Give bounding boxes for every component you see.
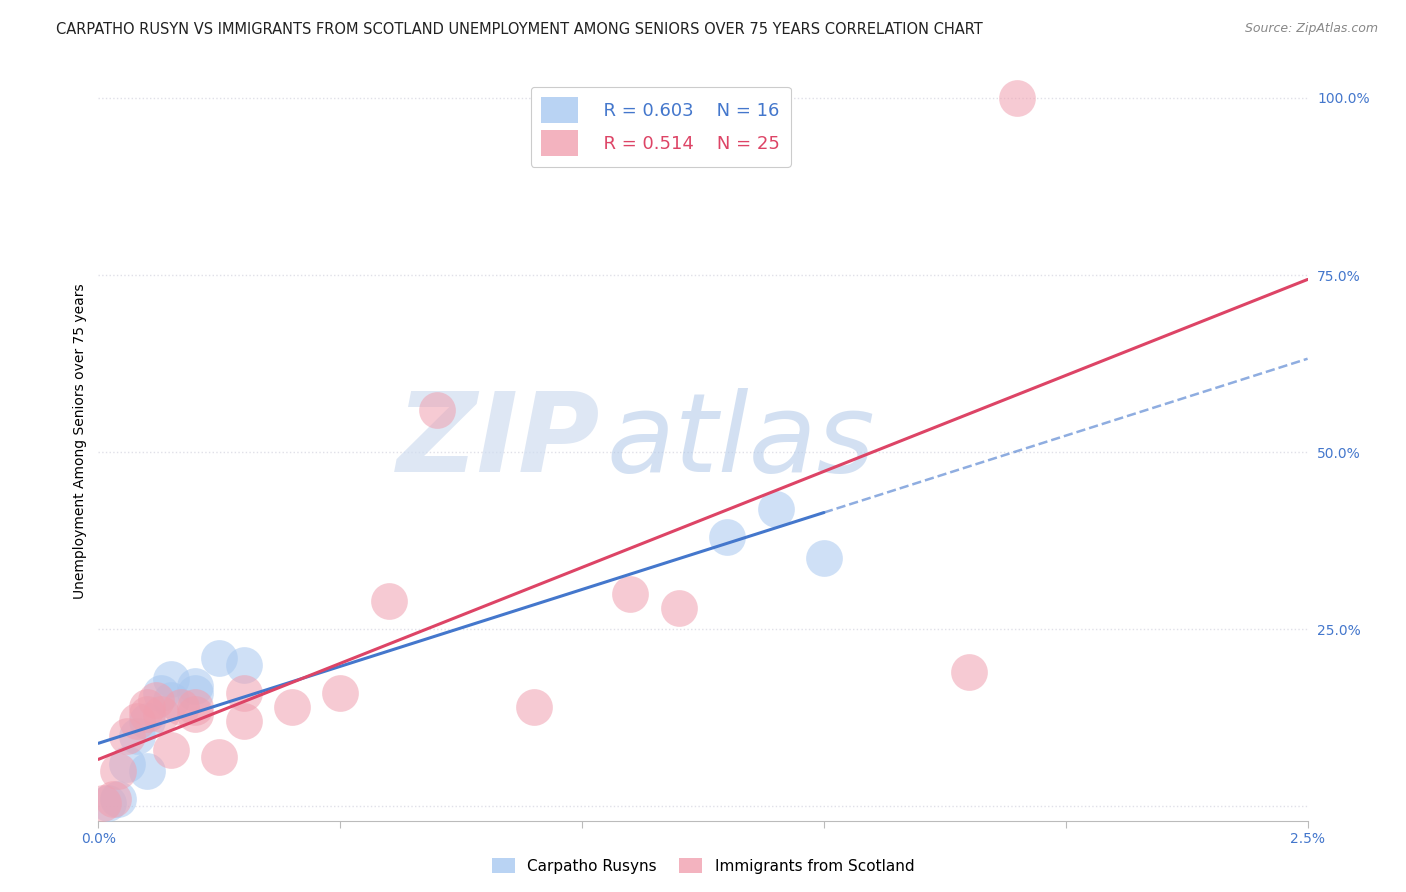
Point xyxy=(135,714,157,729)
Point xyxy=(160,743,183,757)
Point xyxy=(117,729,139,743)
Point xyxy=(232,657,254,672)
Point xyxy=(184,679,207,693)
Point xyxy=(957,665,980,679)
Point xyxy=(101,792,124,806)
Text: CARPATHO RUSYN VS IMMIGRANTS FROM SCOTLAND UNEMPLOYMENT AMONG SENIORS OVER 75 YE: CARPATHO RUSYN VS IMMIGRANTS FROM SCOTLA… xyxy=(56,22,983,37)
Point xyxy=(184,686,207,700)
Point xyxy=(232,686,254,700)
Point xyxy=(127,714,149,729)
Y-axis label: Unemployment Among Seniors over 75 years: Unemployment Among Seniors over 75 years xyxy=(73,284,87,599)
Point xyxy=(716,530,738,544)
Point xyxy=(208,750,231,764)
Point xyxy=(619,587,641,601)
Point xyxy=(117,756,139,771)
Legend:   R = 0.603    N = 16,   R = 0.514    N = 25: R = 0.603 N = 16, R = 0.514 N = 25 xyxy=(530,87,790,167)
Point xyxy=(97,796,120,810)
Point xyxy=(281,700,304,714)
Point xyxy=(145,693,167,707)
Point xyxy=(150,707,173,722)
Point xyxy=(107,764,129,778)
Point xyxy=(208,650,231,665)
Text: Source: ZipAtlas.com: Source: ZipAtlas.com xyxy=(1244,22,1378,36)
Point xyxy=(135,707,157,722)
Text: ZIP: ZIP xyxy=(396,388,600,495)
Point xyxy=(169,700,191,714)
Point xyxy=(127,729,149,743)
Point xyxy=(150,686,173,700)
Point xyxy=(426,402,449,417)
Point xyxy=(523,700,546,714)
Point xyxy=(329,686,352,700)
Point xyxy=(135,764,157,778)
Point xyxy=(107,792,129,806)
Point xyxy=(765,501,787,516)
Point xyxy=(184,700,207,714)
Point xyxy=(1007,91,1029,105)
Point xyxy=(160,693,183,707)
Legend: Carpatho Rusyns, Immigrants from Scotland: Carpatho Rusyns, Immigrants from Scotlan… xyxy=(485,852,921,880)
Point xyxy=(184,707,207,722)
Point xyxy=(813,551,835,566)
Point xyxy=(91,796,114,810)
Point xyxy=(377,594,399,608)
Point xyxy=(668,601,690,615)
Point xyxy=(135,700,157,714)
Point xyxy=(232,714,254,729)
Point xyxy=(160,672,183,686)
Text: atlas: atlas xyxy=(606,388,875,495)
